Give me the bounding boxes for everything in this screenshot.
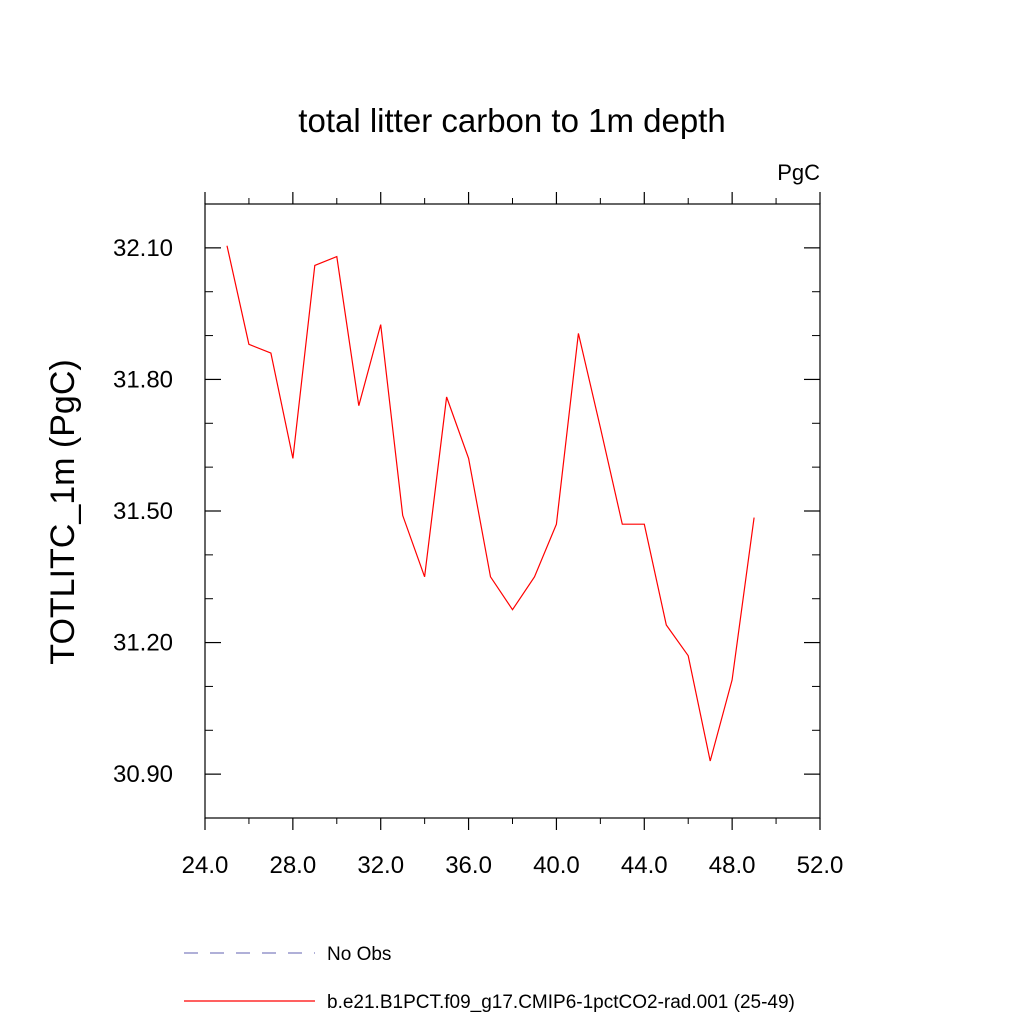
x-tick-label: 44.0 (621, 852, 668, 879)
series-group (226, 245, 755, 762)
chart-title: total litter carbon to 1m depth (298, 102, 725, 139)
x-tick-label: 32.0 (357, 852, 404, 879)
y-tick-label: 30.90 (113, 761, 173, 788)
x-tick-label: 40.0 (533, 852, 580, 879)
y-axis-label: TOTLITC_1m (PgC) (44, 359, 82, 664)
series-line (226, 245, 755, 762)
y-tick-label: 31.20 (113, 630, 173, 657)
x-tick-label: 24.0 (182, 852, 229, 879)
plot-frame (204, 203, 821, 819)
legend-label: b.e21.B1PCT.f09_g17.CMIP6-1pctCO2-rad.00… (327, 992, 795, 1013)
y-tick-label: 31.50 (113, 498, 173, 525)
axes: 24.0 28.0 32.0 36.0 40.0 44.0 48.0 52.0 30.90 31.… (113, 192, 843, 879)
legend: No Obs b.e21.B1PCT.f09_g17.CMIP6-1pctCO2-… (184, 944, 795, 1013)
y-tick-label: 31.80 (113, 366, 173, 393)
x-tick-label: 28.0 (269, 852, 316, 879)
y-tick-label: 32.10 (113, 235, 173, 262)
legend-label: No Obs (327, 944, 391, 965)
units-label: PgC (777, 160, 820, 185)
x-tick-label: 48.0 (709, 852, 756, 879)
x-tick-label: 52.0 (797, 852, 844, 879)
x-tick-label: 36.0 (445, 852, 492, 879)
